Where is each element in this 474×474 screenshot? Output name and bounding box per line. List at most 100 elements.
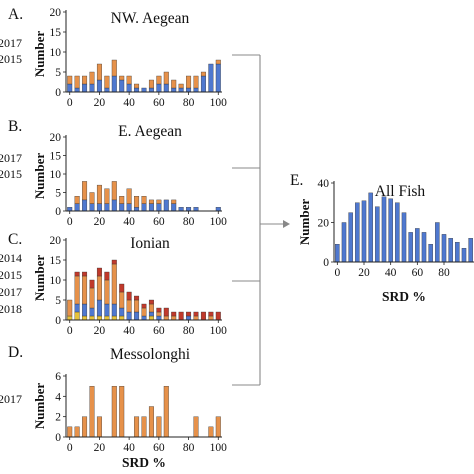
bar-2015-20 <box>96 275 102 301</box>
x-tick-label: 60 <box>412 267 424 279</box>
bar-2014-40 <box>126 291 132 301</box>
y-tick-label: 15 <box>50 255 62 267</box>
bar-2017-10 <box>82 416 88 438</box>
x-tick-label: 60 <box>153 442 165 454</box>
bar-2017-90 <box>200 75 206 93</box>
bar-2017-40 <box>126 83 132 93</box>
bar-2014-75 <box>178 311 184 321</box>
x-tick-label: 0 <box>67 325 73 337</box>
bar-2017-15 <box>89 203 95 212</box>
bar-2017-25 <box>104 303 110 317</box>
legend-label: 2014 <box>0 251 22 265</box>
y-tick-label: 5 <box>55 188 61 200</box>
bar-2017-15 <box>89 307 95 317</box>
y-tick-label: 20 <box>50 7 62 19</box>
bar-2017-35 <box>119 79 125 93</box>
bar-2015-40 <box>126 188 132 204</box>
bar-2017-15 <box>89 83 95 93</box>
bar-2014-5 <box>74 271 80 277</box>
bar-all-fish-95 <box>461 248 467 263</box>
bar-2017-60 <box>156 315 162 321</box>
y-tick-label: 2 <box>55 412 61 424</box>
bar-2015-85 <box>193 315 199 321</box>
x-tick-label: 40 <box>123 97 135 109</box>
y-tick-label: 10 <box>50 275 62 287</box>
x-tick-label: 0 <box>67 442 73 454</box>
y-tick-label: 0 <box>55 432 61 444</box>
bar-2017-50 <box>141 416 147 438</box>
bar-2015-65 <box>163 315 169 321</box>
y-tick-label: 20 <box>318 218 330 230</box>
bar-2018-35 <box>119 315 125 321</box>
bar-2015-5 <box>74 196 80 204</box>
bar-2017-85 <box>193 87 199 93</box>
bar-2014-90 <box>200 311 206 321</box>
bar-2017-10 <box>82 303 88 317</box>
bar-2017-85 <box>193 207 199 212</box>
bar-2017-15 <box>89 385 95 438</box>
bar-all-fish-40 <box>388 198 393 263</box>
legend-label: 2018 <box>0 302 22 316</box>
panel-a: 0 5 10 15 20 0 20 40 60 80 100 NW. Aegean A. Number 20… <box>0 6 227 109</box>
x-tick-label: 0 <box>334 267 340 279</box>
x-tick-label: 100 <box>210 216 228 228</box>
x-tick-label: 80 <box>438 267 450 279</box>
bar-2017-35 <box>119 307 125 317</box>
bar-2017-10 <box>82 199 88 212</box>
panel-title: NW. Aegean <box>111 10 190 27</box>
bar-2017-100 <box>215 416 221 438</box>
x-tick-label: 40 <box>385 267 397 279</box>
x-tick-label: 100 <box>210 442 228 454</box>
bar-2017-35 <box>119 203 125 212</box>
bar-2014-60 <box>156 307 162 313</box>
y-tick-label: 6 <box>55 371 61 383</box>
y-axis-label: Number <box>32 255 47 301</box>
bar-all-fish-85 <box>448 238 453 263</box>
bar-all-fish-5 <box>341 222 347 263</box>
bar-2015-50 <box>141 196 147 204</box>
bar-2015-20 <box>96 63 102 81</box>
bar-2014-50 <box>141 303 147 309</box>
bar-all-fish-55 <box>408 232 413 263</box>
bar-2017-30 <box>111 75 117 93</box>
bar-2015-65 <box>163 71 169 85</box>
bar-2017-20 <box>96 416 102 438</box>
x-tick-label: 40 <box>123 216 135 228</box>
x-tick-label: 0 <box>67 216 73 228</box>
bar-2014-10 <box>82 271 88 277</box>
x-axis-label: SRD % <box>122 455 166 470</box>
bar-2015-60 <box>156 199 162 204</box>
bar-2017-75 <box>178 207 184 212</box>
bar-2017-85 <box>193 416 199 438</box>
bar-2017-65 <box>163 83 169 93</box>
bar-2017-55 <box>148 406 154 438</box>
bar-2017-5 <box>74 203 80 212</box>
bar-2014-20 <box>96 267 102 277</box>
bar-2014-15 <box>89 279 95 289</box>
bar-all-fish-25 <box>368 192 373 263</box>
bar-2015-40 <box>126 75 132 85</box>
bar-2017-45 <box>134 87 140 93</box>
bar-all-fish-50 <box>401 212 407 263</box>
bar-2015-60 <box>156 75 162 85</box>
bar-2015-5 <box>74 275 80 305</box>
bar-2017-45 <box>134 207 140 212</box>
bar-all-fish-70 <box>428 244 433 263</box>
x-tick-label: 80 <box>183 325 195 337</box>
bar-all-fish-75 <box>435 222 440 263</box>
panel-title: All Fish <box>375 183 426 200</box>
legend-label: 2015 <box>0 52 22 66</box>
bar-2018-25 <box>104 315 110 321</box>
bar-2015-85 <box>193 75 199 89</box>
bar-2015-80 <box>186 75 192 89</box>
bar-2017-0 <box>67 83 73 93</box>
bar-2015-20 <box>96 184 102 204</box>
bar-2015-10 <box>82 275 88 305</box>
bar-2017-55 <box>148 87 154 93</box>
bar-all-fish-35 <box>381 196 387 263</box>
bar-2017-95 <box>208 63 214 93</box>
bar-2017-45 <box>134 311 140 321</box>
y-axis-label: Number <box>32 383 47 429</box>
